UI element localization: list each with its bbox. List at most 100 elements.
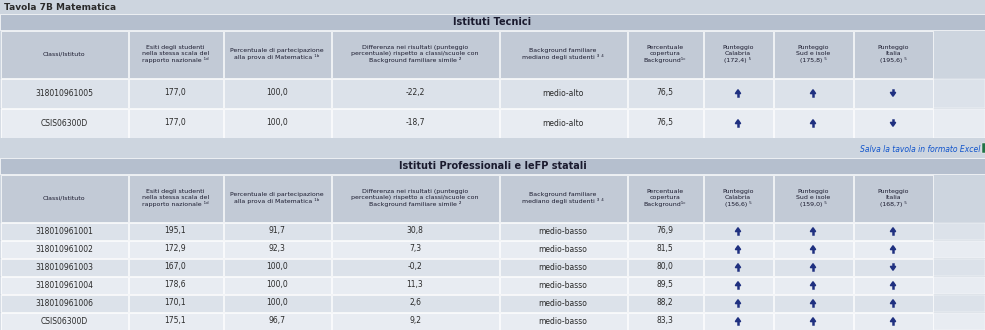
Text: 81,5: 81,5 <box>657 245 674 253</box>
Bar <box>1 241 984 257</box>
Text: 91,7: 91,7 <box>269 226 286 236</box>
Polygon shape <box>890 282 895 285</box>
Bar <box>1 241 127 257</box>
Bar <box>853 30 933 78</box>
Bar <box>128 258 223 276</box>
Bar <box>1 313 984 329</box>
Bar <box>0 14 985 30</box>
Bar <box>853 277 933 293</box>
Text: Punteggio
Italia
(195,6) ⁵: Punteggio Italia (195,6) ⁵ <box>878 45 909 63</box>
Bar <box>627 294 702 312</box>
Bar <box>703 79 772 108</box>
Bar <box>1 294 127 312</box>
Polygon shape <box>735 120 741 124</box>
Bar <box>703 175 772 221</box>
Text: medio-basso: medio-basso <box>539 226 587 236</box>
Text: Differenza nei risultati (punteggio
percentuale) rispetto a classi/scuole con
Ba: Differenza nei risultati (punteggio perc… <box>352 189 479 207</box>
Bar <box>1 294 984 312</box>
Bar <box>853 313 933 329</box>
Polygon shape <box>890 246 895 249</box>
Text: Esiti degli studenti
nella stessa scala del
rapporto nazionale ¹ᵈ: Esiti degli studenti nella stessa scala … <box>142 189 209 207</box>
Text: 76,5: 76,5 <box>656 118 674 127</box>
Bar <box>1 313 127 329</box>
Polygon shape <box>811 228 816 232</box>
Polygon shape <box>890 300 895 304</box>
Bar <box>332 294 498 312</box>
Bar <box>627 79 702 108</box>
Polygon shape <box>735 246 741 249</box>
Text: 318010961005: 318010961005 <box>35 88 93 97</box>
Bar <box>627 109 702 138</box>
Bar <box>499 294 626 312</box>
Bar <box>224 277 331 293</box>
Bar <box>128 222 223 240</box>
Polygon shape <box>890 228 895 232</box>
Bar <box>773 30 852 78</box>
Bar <box>1 258 984 276</box>
Polygon shape <box>890 318 895 322</box>
Bar <box>499 109 626 138</box>
Polygon shape <box>811 246 816 249</box>
Bar <box>703 277 772 293</box>
Bar <box>982 143 985 153</box>
Text: 7,3: 7,3 <box>409 245 421 253</box>
Bar <box>1 175 127 221</box>
Text: 88,2: 88,2 <box>657 299 674 308</box>
Text: 2,6: 2,6 <box>409 299 421 308</box>
Bar <box>773 79 852 108</box>
Bar <box>224 79 331 108</box>
Bar <box>499 241 626 257</box>
Bar <box>1 222 984 240</box>
Bar <box>853 109 933 138</box>
Bar <box>499 313 626 329</box>
Text: Esiti degli studenti
nella stessa scala del
rapporto nazionale ¹ᵈ: Esiti degli studenti nella stessa scala … <box>142 45 209 63</box>
Text: 318010961004: 318010961004 <box>35 280 93 289</box>
Bar <box>128 79 223 108</box>
Bar <box>773 222 852 240</box>
Bar <box>1 109 984 138</box>
Bar <box>773 258 852 276</box>
Polygon shape <box>890 92 895 96</box>
Text: 100,0: 100,0 <box>266 280 288 289</box>
Text: 318010961003: 318010961003 <box>35 262 93 272</box>
Bar <box>332 241 498 257</box>
Text: Percentuale
copertura
Background¹ᶜ: Percentuale copertura Background¹ᶜ <box>643 45 687 63</box>
Text: -22,2: -22,2 <box>405 88 425 97</box>
Text: 318010961006: 318010961006 <box>35 299 93 308</box>
Bar <box>773 175 852 221</box>
Bar <box>332 175 498 221</box>
Text: medio-alto: medio-alto <box>543 118 584 127</box>
Bar <box>128 241 223 257</box>
Text: medio-basso: medio-basso <box>539 245 587 253</box>
Bar <box>332 277 498 293</box>
Bar <box>332 222 498 240</box>
Bar <box>128 175 223 221</box>
Bar <box>1 258 127 276</box>
Bar <box>224 175 331 221</box>
Bar <box>224 222 331 240</box>
Bar <box>703 258 772 276</box>
Text: Istituti Tecnici: Istituti Tecnici <box>453 17 532 27</box>
Text: Differenza nei risultati (punteggio
percentuale) rispetto a classi/scuole con
Ba: Differenza nei risultati (punteggio perc… <box>352 45 479 63</box>
Bar <box>224 30 331 78</box>
Bar <box>128 277 223 293</box>
Bar <box>1 79 984 108</box>
Text: 30,8: 30,8 <box>407 226 424 236</box>
Text: Background familiare
mediano degli studenti ³ ⁴: Background familiare mediano degli stude… <box>522 48 604 60</box>
Bar <box>703 109 772 138</box>
Bar <box>703 30 772 78</box>
Text: 96,7: 96,7 <box>269 316 286 325</box>
Bar <box>224 109 331 138</box>
Bar <box>627 222 702 240</box>
Bar <box>703 313 772 329</box>
Bar <box>332 109 498 138</box>
Polygon shape <box>890 266 895 270</box>
Polygon shape <box>735 228 741 232</box>
Bar <box>853 258 933 276</box>
Bar <box>1 30 127 78</box>
Text: 318010961002: 318010961002 <box>35 245 93 253</box>
Text: 195,1: 195,1 <box>164 226 186 236</box>
Polygon shape <box>890 122 895 126</box>
Text: Punteggio
Calabria
(156,6) ⁵: Punteggio Calabria (156,6) ⁵ <box>722 189 754 207</box>
Polygon shape <box>811 264 816 268</box>
